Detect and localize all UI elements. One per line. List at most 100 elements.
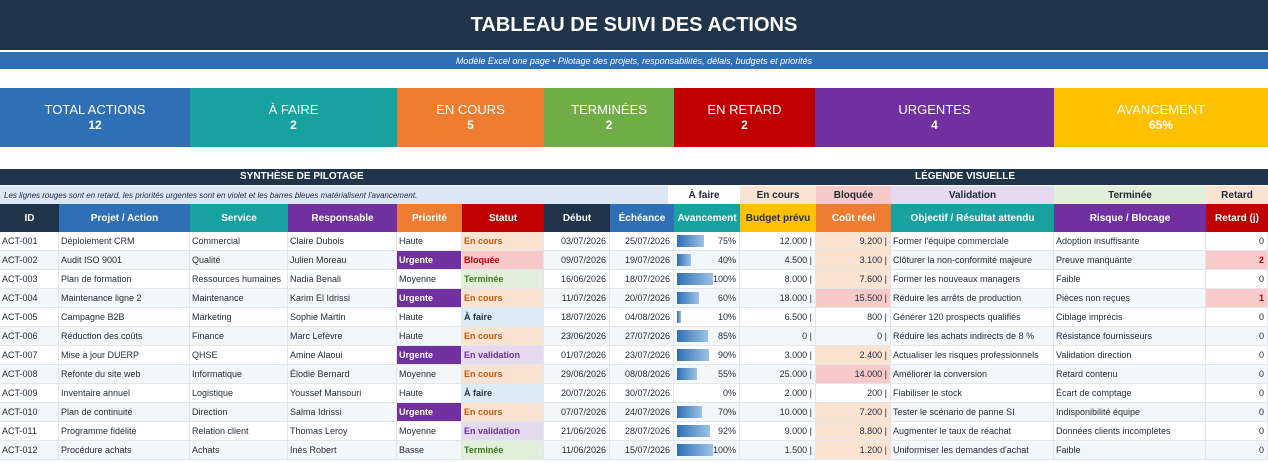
cell-risque[interactable]: Écart de comptage xyxy=(1054,384,1206,402)
cell-risque[interactable]: Indisponibilité équipe xyxy=(1054,403,1206,421)
cell-cout[interactable]: 2.400 | xyxy=(816,346,891,364)
cell-risque[interactable]: Retard contenu xyxy=(1054,365,1206,383)
cell-projet[interactable]: Réduction des coûts xyxy=(59,327,190,345)
cell-debut[interactable]: 09/07/2026 xyxy=(544,251,610,269)
cell-objectif[interactable]: Améliorer la conversion xyxy=(891,365,1054,383)
cell-responsable[interactable]: Karim El Idrissi xyxy=(288,289,397,307)
cell-objectif[interactable]: Uniformiser les demandes d'achat xyxy=(891,441,1054,459)
cell-service[interactable]: Direction xyxy=(190,403,288,421)
cell-priorite[interactable]: Moyenne xyxy=(397,365,462,383)
cell-projet[interactable]: Audit ISO 9001 xyxy=(59,251,190,269)
cell-debut[interactable]: 03/07/2026 xyxy=(544,232,610,250)
cell-risque[interactable]: Données clients incomplètes xyxy=(1054,422,1206,440)
cell-avancement[interactable]: 92% xyxy=(674,422,740,440)
cell-budget[interactable]: 25.000 | xyxy=(740,365,816,383)
cell-cout[interactable]: 800 | xyxy=(816,308,891,326)
cell-retard[interactable]: 0 xyxy=(1206,365,1268,383)
cell-cout[interactable]: 15.500 | xyxy=(816,289,891,307)
cell-echeance[interactable]: 24/07/2026 xyxy=(610,403,674,421)
column-header[interactable]: Responsable xyxy=(288,204,397,232)
cell-id[interactable]: ACT-001 xyxy=(0,232,59,250)
cell-risque[interactable]: Adoption insuffisante xyxy=(1054,232,1206,250)
cell-service[interactable]: Ressources humaines xyxy=(190,270,288,288)
cell-risque[interactable]: Validation direction xyxy=(1054,346,1206,364)
cell-objectif[interactable]: Actualiser les risques professionnels xyxy=(891,346,1054,364)
cell-projet[interactable]: Programme fidélité xyxy=(59,422,190,440)
cell-debut[interactable]: 11/07/2026 xyxy=(544,289,610,307)
cell-retard[interactable]: 0 xyxy=(1206,422,1268,440)
cell-echeance[interactable]: 28/07/2026 xyxy=(610,422,674,440)
column-header[interactable]: Budget prévu xyxy=(740,204,816,232)
cell-avancement[interactable]: 75% xyxy=(674,232,740,250)
cell-responsable[interactable]: Sophie Martin xyxy=(288,308,397,326)
cell-id[interactable]: ACT-011 xyxy=(0,422,59,440)
cell-budget[interactable]: 3.000 | xyxy=(740,346,816,364)
cell-cout[interactable]: 7.200 | xyxy=(816,403,891,421)
cell-avancement[interactable]: 60% xyxy=(674,289,740,307)
cell-debut[interactable]: 01/07/2026 xyxy=(544,346,610,364)
cell-avancement[interactable]: 70% xyxy=(674,403,740,421)
cell-statut[interactable]: En cours xyxy=(462,403,544,421)
table-row[interactable]: ACT-009 Inventaire annuel Logistique Yousse… xyxy=(0,384,1268,403)
cell-id[interactable]: ACT-006 xyxy=(0,327,59,345)
cell-id[interactable]: ACT-003 xyxy=(0,270,59,288)
cell-budget[interactable]: 1.500 | xyxy=(740,441,816,459)
cell-objectif[interactable]: Réduire les arrêts de production xyxy=(891,289,1054,307)
cell-echeance[interactable]: 23/07/2026 xyxy=(610,346,674,364)
cell-retard[interactable]: 0 xyxy=(1206,384,1268,402)
cell-responsable[interactable]: Claire Dubois xyxy=(288,232,397,250)
cell-id[interactable]: ACT-004 xyxy=(0,289,59,307)
table-row[interactable]: ACT-005 Campagne B2B Marketing Sophie Marti… xyxy=(0,308,1268,327)
cell-retard[interactable]: 0 xyxy=(1206,308,1268,326)
cell-objectif[interactable]: Générer 120 prospects qualifiés xyxy=(891,308,1054,326)
cell-avancement[interactable]: 90% xyxy=(674,346,740,364)
cell-avancement[interactable]: 0% xyxy=(674,384,740,402)
cell-cout[interactable]: 8.800 | xyxy=(816,422,891,440)
column-header[interactable]: Priorité xyxy=(397,204,462,232)
table-row[interactable]: ACT-001 Déploiement CRM Commercial Claire D… xyxy=(0,232,1268,251)
cell-cout[interactable]: 9.200 | xyxy=(816,232,891,250)
column-header[interactable]: Risque / Blocage xyxy=(1054,204,1206,232)
cell-statut[interactable]: À faire xyxy=(462,308,544,326)
cell-responsable[interactable]: Salma Idrissi xyxy=(288,403,397,421)
cell-objectif[interactable]: Tester le scénario de panne SI xyxy=(891,403,1054,421)
table-row[interactable]: ACT-006 Réduction des coûts Finance Marc Le… xyxy=(0,327,1268,346)
cell-avancement[interactable]: 55% xyxy=(674,365,740,383)
cell-echeance[interactable]: 30/07/2026 xyxy=(610,384,674,402)
cell-echeance[interactable]: 15/07/2026 xyxy=(610,441,674,459)
cell-echeance[interactable]: 25/07/2026 xyxy=(610,232,674,250)
cell-service[interactable]: Informatique xyxy=(190,365,288,383)
cell-responsable[interactable]: Élodie Bernard xyxy=(288,365,397,383)
cell-budget[interactable]: 4.500 | xyxy=(740,251,816,269)
table-row[interactable]: ACT-004 Maintenance ligne 2 Maintenance Kar… xyxy=(0,289,1268,308)
cell-id[interactable]: ACT-009 xyxy=(0,384,59,402)
cell-statut[interactable]: En cours xyxy=(462,365,544,383)
cell-avancement[interactable]: 85% xyxy=(674,327,740,345)
cell-statut[interactable]: En cours xyxy=(462,232,544,250)
cell-debut[interactable]: 20/07/2026 xyxy=(544,384,610,402)
cell-retard[interactable]: 0 xyxy=(1206,346,1268,364)
cell-echeance[interactable]: 08/08/2026 xyxy=(610,365,674,383)
cell-debut[interactable]: 07/07/2026 xyxy=(544,403,610,421)
cell-priorite[interactable]: Moyenne xyxy=(397,270,462,288)
cell-cout[interactable]: 200 | xyxy=(816,384,891,402)
column-header[interactable]: Objectif / Résultat attendu xyxy=(891,204,1054,232)
cell-projet[interactable]: Procédure achats xyxy=(59,441,190,459)
cell-projet[interactable]: Mise à jour DUERP xyxy=(59,346,190,364)
cell-echeance[interactable]: 27/07/2026 xyxy=(610,327,674,345)
cell-service[interactable]: Relation client xyxy=(190,422,288,440)
column-header[interactable]: Retard (j) xyxy=(1206,204,1268,232)
cell-risque[interactable]: Faible xyxy=(1054,270,1206,288)
cell-projet[interactable]: Maintenance ligne 2 xyxy=(59,289,190,307)
cell-avancement[interactable]: 100% xyxy=(674,270,740,288)
cell-cout[interactable]: 1.200 | xyxy=(816,441,891,459)
cell-priorite[interactable]: Urgente xyxy=(397,346,462,364)
cell-risque[interactable]: Ciblage imprécis xyxy=(1054,308,1206,326)
cell-priorite[interactable]: Haute xyxy=(397,308,462,326)
cell-retard[interactable]: 0 xyxy=(1206,270,1268,288)
cell-budget[interactable]: 9.000 | xyxy=(740,422,816,440)
cell-budget[interactable]: 6.500 | xyxy=(740,308,816,326)
cell-statut[interactable]: En validation xyxy=(462,422,544,440)
cell-priorite[interactable]: Urgente xyxy=(397,403,462,421)
cell-budget[interactable]: 8.000 | xyxy=(740,270,816,288)
